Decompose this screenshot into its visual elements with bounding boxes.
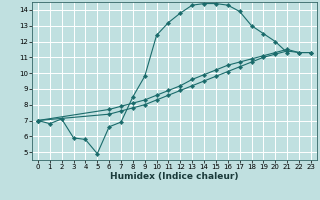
- X-axis label: Humidex (Indice chaleur): Humidex (Indice chaleur): [110, 172, 239, 181]
